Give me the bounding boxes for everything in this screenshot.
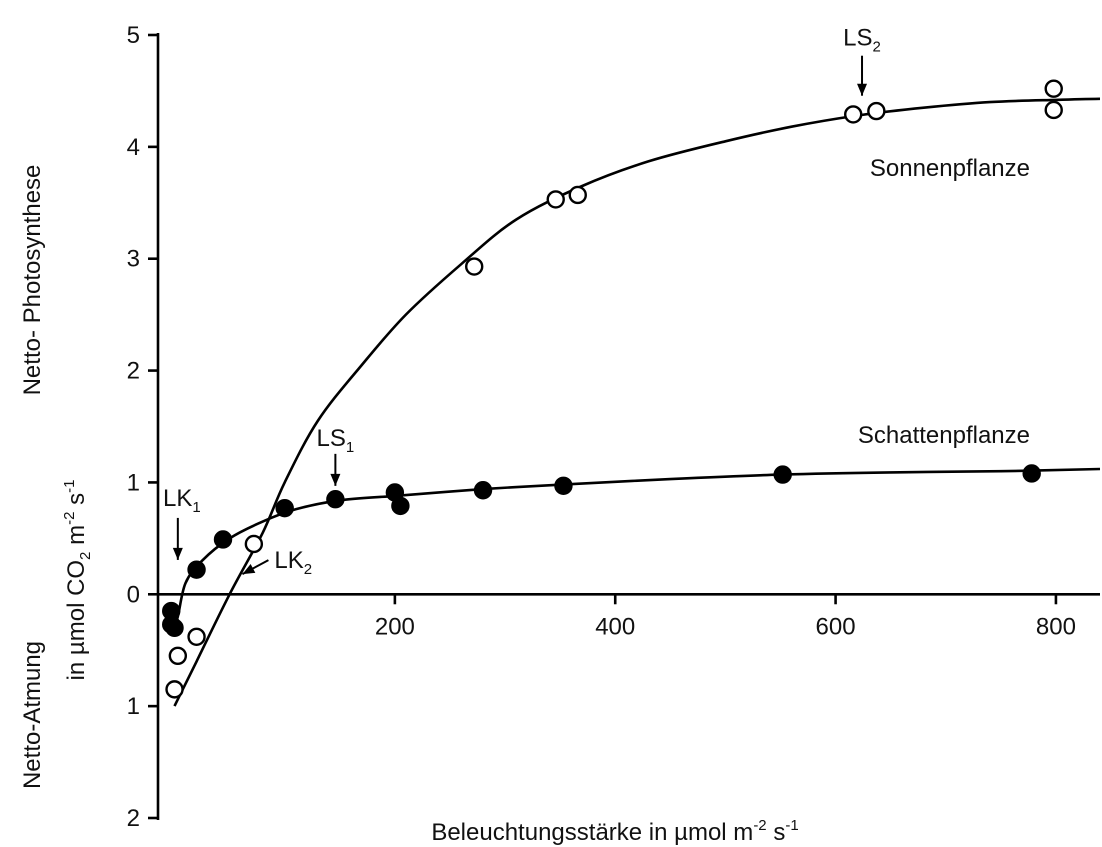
point-sonnenpflanze bbox=[1044, 100, 1063, 120]
y-axis-units-a: in µmol CO bbox=[63, 560, 90, 681]
annotation-label-base: LK bbox=[163, 485, 192, 512]
y-tick-label: 0 bbox=[127, 581, 140, 608]
y-tick-label: 2 bbox=[127, 805, 140, 832]
x-tick-label: 600 bbox=[816, 613, 856, 640]
point-sonnenpflanze bbox=[568, 185, 587, 205]
x-axis-title: Beleuchtungsstärke in µmol m-2 s-1 bbox=[431, 817, 798, 846]
point-sonnenpflanze bbox=[1044, 79, 1063, 98]
annotation-label-base: LK bbox=[274, 547, 303, 574]
x-axis-title-mid: s bbox=[767, 819, 786, 846]
annotation-label: LS1 bbox=[317, 425, 355, 456]
annotation-label-base: LS bbox=[317, 425, 346, 452]
point-schattenpflanze bbox=[213, 530, 233, 549]
annotation-arrowhead bbox=[172, 547, 183, 560]
annotation-arrowhead bbox=[857, 83, 868, 96]
y-tick-label: 1 bbox=[127, 693, 140, 720]
point-sonnenpflanze bbox=[546, 190, 565, 209]
annotation-arrowhead bbox=[242, 564, 256, 575]
point-schattenpflanze bbox=[391, 496, 410, 516]
annotation-ls1: LS1 bbox=[317, 425, 355, 486]
point-sonnenpflanze bbox=[187, 627, 206, 646]
point-schattenpflanze bbox=[165, 618, 184, 638]
point-sonnenpflanze bbox=[844, 105, 863, 124]
point-schattenpflanze bbox=[773, 465, 792, 484]
point-sonnenpflanze bbox=[867, 101, 886, 121]
y-axis-title-upper: Netto- Photosynthese bbox=[19, 165, 46, 396]
y-axis-units-b: m bbox=[63, 525, 90, 552]
y-tick-label: 4 bbox=[127, 134, 140, 161]
annotation-label: LK1 bbox=[163, 485, 201, 516]
annotation-label-sub: 1 bbox=[192, 499, 200, 516]
y-axis-units-c: s bbox=[63, 493, 90, 512]
x-axis-title-text: Beleuchtungsstärke in µmol m bbox=[431, 819, 753, 846]
x-tick-label: 200 bbox=[375, 613, 415, 640]
curves bbox=[171, 97, 1101, 707]
annotation-lk1: LK1 bbox=[163, 485, 201, 560]
annotation-ls2: LS2 bbox=[843, 25, 881, 96]
x-axis-title-sup1: -2 bbox=[753, 817, 766, 834]
x-tick-label: 800 bbox=[1036, 613, 1076, 640]
y-tick-label: 1 bbox=[127, 469, 140, 496]
point-sonnenpflanze bbox=[165, 680, 184, 699]
x-tick-label: 400 bbox=[595, 613, 635, 640]
annotation-label: LK2 bbox=[274, 547, 312, 578]
annotation-label-sub: 2 bbox=[873, 39, 881, 56]
y-tick-label: 3 bbox=[127, 246, 140, 273]
point-schattenpflanze bbox=[187, 560, 206, 579]
annotation-label: LS2 bbox=[843, 25, 881, 56]
point-sonnenpflanze bbox=[465, 257, 484, 276]
y-tick-label: 2 bbox=[127, 358, 140, 385]
point-schattenpflanze bbox=[275, 498, 294, 518]
point-schattenpflanze bbox=[1022, 464, 1041, 483]
point-sonnenpflanze bbox=[168, 646, 188, 666]
axes: 5 4 3 2 1 0 1 2 200 400 600 800 bbox=[127, 22, 1100, 832]
data-points bbox=[162, 79, 1063, 699]
y-axis-title-lower: Netto-Atmung bbox=[19, 641, 46, 789]
point-schattenpflanze bbox=[473, 481, 493, 500]
annotation-lk2: LK2 bbox=[241, 547, 312, 578]
annotation-label-base: LS bbox=[843, 25, 872, 52]
point-sonnenpflanze bbox=[244, 534, 264, 554]
point-schattenpflanze bbox=[326, 490, 345, 509]
y-axis-units-sub: 2 bbox=[77, 552, 94, 560]
x-axis-title-sup2: -1 bbox=[785, 817, 798, 834]
annotation-arrowhead bbox=[330, 473, 341, 486]
curve-sonnenpflanze bbox=[173, 97, 1101, 707]
series-label-schattenpflanze: Schattenpflanze bbox=[858, 422, 1030, 449]
y-axis-units-sup1: -2 bbox=[61, 512, 78, 525]
y-axis-units-sup2: -1 bbox=[61, 480, 78, 493]
annotation-label-sub: 2 bbox=[304, 561, 312, 578]
curve-schattenpflanze bbox=[171, 467, 1101, 634]
y-tick-label: 5 bbox=[127, 22, 140, 49]
y-axis-title-units: in µmol CO2 m-2 s-1 bbox=[61, 480, 94, 681]
annotation-label-sub: 1 bbox=[346, 439, 354, 456]
series-label-sonnenpflanze: Sonnenpflanze bbox=[870, 155, 1030, 182]
point-schattenpflanze bbox=[554, 476, 573, 495]
